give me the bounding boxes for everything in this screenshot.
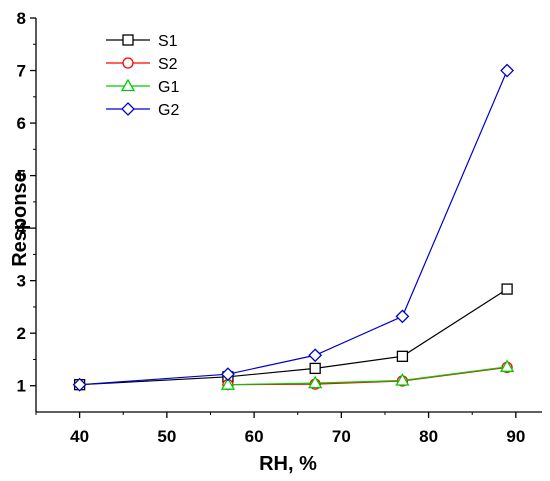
series-layer xyxy=(72,63,515,392)
legend-marker-s1 xyxy=(122,34,134,46)
series-g1 xyxy=(220,359,515,390)
legend-label-s2: S2 xyxy=(158,56,178,73)
y-tick-label: 8 xyxy=(17,9,26,28)
legend-marker-s2 xyxy=(122,57,134,69)
x-tick-label: 60 xyxy=(245,427,264,446)
legend-label-g1: G1 xyxy=(158,79,179,96)
x-tick-label: 40 xyxy=(70,427,89,446)
legend-label-g2: G2 xyxy=(158,102,179,119)
data-point-g1 xyxy=(220,377,236,390)
series-g2 xyxy=(72,63,515,392)
x-tick-label: 70 xyxy=(332,427,351,446)
x-axis-title: RH, % xyxy=(259,453,317,475)
y-tick-label: 6 xyxy=(17,114,26,133)
y-tick-label: 2 xyxy=(17,324,26,343)
y-tick-label: 1 xyxy=(17,377,26,396)
series-line-s1 xyxy=(79,288,508,386)
x-tick-label: 80 xyxy=(419,427,438,446)
legend: S1 S2 G1 G2 xyxy=(106,33,179,119)
data-point-g2 xyxy=(395,309,410,324)
data-point-s1 xyxy=(396,350,409,362)
series-line-g1 xyxy=(227,366,508,386)
x-tick-label: 90 xyxy=(506,427,525,446)
data-point-g1 xyxy=(308,375,323,389)
data-point-g2 xyxy=(72,377,87,392)
series-s1 xyxy=(73,283,513,391)
data-point-g1 xyxy=(395,373,410,386)
legend-marker-g1 xyxy=(120,78,136,92)
data-point-s1 xyxy=(309,362,321,375)
series-line-g2 xyxy=(79,70,508,386)
data-point-g1 xyxy=(499,359,515,372)
y-tick-label: 5 xyxy=(17,167,26,186)
x-tick-label: 50 xyxy=(157,427,176,446)
data-point-g2 xyxy=(308,348,323,363)
axes: 40 50 60 70 80 90 1 2 3 4 5 6 7 8 xyxy=(17,9,542,446)
y-tick-label: 3 xyxy=(17,272,26,291)
y-axis-title: Response xyxy=(9,171,31,267)
data-point-s1 xyxy=(501,283,513,295)
legend-label-s1: S1 xyxy=(158,33,178,50)
y-tick-label: 4 xyxy=(17,219,27,238)
legend-marker-g2 xyxy=(121,102,135,116)
data-point-g2 xyxy=(500,63,515,78)
y-tick-label: 7 xyxy=(17,62,26,81)
data-point-g2 xyxy=(221,367,235,382)
